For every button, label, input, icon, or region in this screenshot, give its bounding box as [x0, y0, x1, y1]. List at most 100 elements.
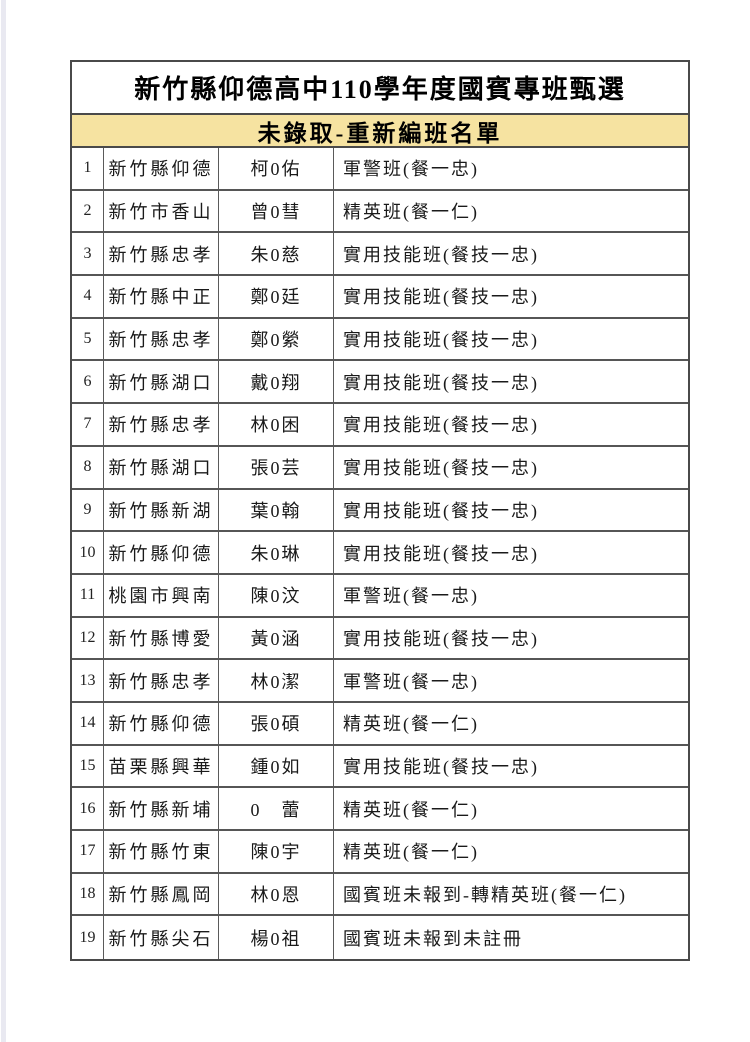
student-name-cell: 鍾0如: [219, 745, 334, 787]
school-cell: 新竹縣忠孝: [104, 318, 219, 360]
assignment-cell: 國賓班未報到-轉精英班(餐一仁): [343, 885, 627, 906]
row-number-cell: 5: [72, 318, 104, 360]
row-number-cell: 4: [72, 276, 104, 317]
page-edge-strip: [1, 0, 6, 1042]
school-cell: 新竹縣湖口: [104, 361, 219, 403]
table-row: 1 新竹縣仰德 柯0佑 軍警班(餐一忠): [72, 148, 688, 191]
school-cell: 新竹縣忠孝: [104, 404, 219, 445]
school-cell: 苗栗縣興華: [104, 745, 219, 787]
assignment-cell: 實用技能班(餐技一忠): [343, 543, 539, 564]
student-name-cell: 黃0涵: [219, 617, 334, 659]
assignment-cell: 精英班(餐一仁): [343, 842, 479, 863]
assignment-cell: 實用技能班(餐技一忠): [343, 244, 539, 265]
document-table: 新竹縣仰德高中110學年度國賓專班甄選 未錄取-重新編班名單 1 新竹縣仰德 柯…: [70, 60, 690, 962]
school-cell: 新竹縣新埔: [104, 788, 219, 829]
school-cell: 新竹縣忠孝: [104, 233, 219, 275]
row-number-cell: 15: [72, 745, 104, 787]
school-cell: 桃園市興南: [104, 574, 219, 616]
table-row: 7 新竹縣忠孝 林0困 實用技能班(餐技一忠): [72, 404, 688, 447]
assignment-cell: 軍警班(餐一忠): [343, 671, 479, 692]
student-name-cell: 林0潔: [219, 660, 334, 701]
row-number-cell: 3: [72, 233, 104, 275]
assignment-cell: 國賓班未報到未註冊: [343, 928, 523, 949]
row-number-cell: 7: [72, 404, 104, 445]
student-name-cell: 朱0慈: [219, 233, 334, 275]
assignment-cell: 軍警班(餐一忠): [343, 159, 479, 180]
row-number-cell: 16: [72, 788, 104, 829]
table-row: 6 新竹縣湖口 戴0翔 實用技能班(餐技一忠): [72, 361, 688, 405]
row-number-cell: 14: [72, 702, 104, 744]
student-name-cell: 鄭0廷: [219, 276, 334, 317]
student-name-cell: 0 蕾: [219, 788, 334, 829]
school-cell: 新竹縣中正: [104, 276, 219, 317]
student-name-cell: 林0恩: [219, 873, 334, 915]
row-number-cell: 10: [72, 532, 104, 573]
assignment-cell: 精英班(餐一仁): [343, 714, 479, 735]
document-title: 新竹縣仰德高中110學年度國賓專班甄選: [72, 62, 688, 115]
row-number-cell: 1: [72, 148, 104, 189]
school-cell: 新竹市香山: [104, 190, 219, 232]
school-cell: 新竹縣尖石: [104, 916, 219, 960]
school-cell: 新竹縣仰德: [104, 148, 219, 189]
student-name-cell: 鄭0縈: [219, 318, 334, 360]
student-name-cell: 楊0祖: [219, 916, 334, 960]
table-body: 1 新竹縣仰德 柯0佑 軍警班(餐一忠) 2 新竹市香山 曾0彗 精英班(餐一仁…: [72, 148, 688, 960]
table-row: 11 桃園市興南 陳0汶 軍警班(餐一忠): [72, 574, 688, 618]
table-row: 14 新竹縣仰德 張0碩 精英班(餐一仁): [72, 702, 688, 746]
table-row: 2 新竹市香山 曾0彗 精英班(餐一仁): [72, 190, 688, 234]
school-cell: 新竹縣竹東: [104, 831, 219, 872]
table-row: 3 新竹縣忠孝 朱0慈 實用技能班(餐技一忠): [72, 233, 688, 277]
student-name-cell: 朱0琳: [219, 532, 334, 573]
table-row: 19 新竹縣尖石 楊0祖 國賓班未報到未註冊: [72, 916, 688, 960]
assignment-cell: 實用技能班(餐技一忠): [343, 756, 539, 777]
table-row: 5 新竹縣忠孝 鄭0縈 實用技能班(餐技一忠): [72, 318, 688, 362]
assignment-cell: 實用技能班(餐技一忠): [343, 415, 539, 436]
assignment-cell: 實用技能班(餐技一忠): [343, 372, 539, 393]
student-name-cell: 林0困: [219, 404, 334, 445]
school-cell: 新竹縣鳳岡: [104, 873, 219, 915]
assignment-cell: 精英班(餐一仁): [343, 202, 479, 223]
table-row: 4 新竹縣中正 鄭0廷 實用技能班(餐技一忠): [72, 276, 688, 319]
table-row: 16 新竹縣新埔 0 蕾 精英班(餐一仁): [72, 788, 688, 831]
student-name-cell: 陳0宇: [219, 831, 334, 872]
assignment-cell: 實用技能班(餐技一忠): [343, 500, 539, 521]
table-row: 15 苗栗縣興華 鍾0如 實用技能班(餐技一忠): [72, 745, 688, 789]
student-name-cell: 葉0翰: [219, 489, 334, 531]
student-name-cell: 張0芸: [219, 446, 334, 488]
row-number-cell: 19: [72, 916, 104, 960]
student-name-cell: 柯0佑: [219, 148, 334, 189]
table-row: 18 新竹縣鳳岡 林0恩 國賓班未報到-轉精英班(餐一仁): [72, 873, 688, 917]
student-name-cell: 張0碩: [219, 702, 334, 744]
assignment-cell: 軍警班(餐一忠): [343, 586, 479, 607]
row-number-cell: 2: [72, 190, 104, 232]
student-name-cell: 曾0彗: [219, 190, 334, 232]
section-subtitle: 未錄取-重新編班名單: [72, 115, 688, 148]
row-number-cell: 12: [72, 617, 104, 659]
assignment-cell: 實用技能班(餐技一忠): [343, 330, 539, 351]
row-number-cell: 17: [72, 831, 104, 872]
assignment-cell: 精英班(餐一仁): [343, 799, 479, 820]
table-row: 8 新竹縣湖口 張0芸 實用技能班(餐技一忠): [72, 446, 688, 490]
student-name-cell: 戴0翔: [219, 361, 334, 403]
student-name-cell: 陳0汶: [219, 574, 334, 616]
table-row: 17 新竹縣竹東 陳0宇 精英班(餐一仁): [72, 831, 688, 874]
row-number-cell: 6: [72, 361, 104, 403]
table-row: 9 新竹縣新湖 葉0翰 實用技能班(餐技一忠): [72, 489, 688, 533]
school-cell: 新竹縣新湖: [104, 489, 219, 531]
table-row: 13 新竹縣忠孝 林0潔 軍警班(餐一忠): [72, 660, 688, 703]
row-number-cell: 11: [72, 574, 104, 616]
table-row: 10 新竹縣仰德 朱0琳 實用技能班(餐技一忠): [72, 532, 688, 575]
assignment-cell: 實用技能班(餐技一忠): [343, 628, 539, 649]
row-number-cell: 8: [72, 446, 104, 488]
school-cell: 新竹縣仰德: [104, 702, 219, 744]
row-number-cell: 13: [72, 660, 104, 701]
assignment-cell: 實用技能班(餐技一忠): [343, 458, 539, 479]
school-cell: 新竹縣忠孝: [104, 660, 219, 701]
school-cell: 新竹縣湖口: [104, 446, 219, 488]
row-number-cell: 9: [72, 489, 104, 531]
row-number-cell: 18: [72, 873, 104, 915]
table-row: 12 新竹縣博愛 黃0涵 實用技能班(餐技一忠): [72, 617, 688, 661]
school-cell: 新竹縣博愛: [104, 617, 219, 659]
school-cell: 新竹縣仰德: [104, 532, 219, 573]
assignment-cell: 實用技能班(餐技一忠): [343, 287, 539, 308]
